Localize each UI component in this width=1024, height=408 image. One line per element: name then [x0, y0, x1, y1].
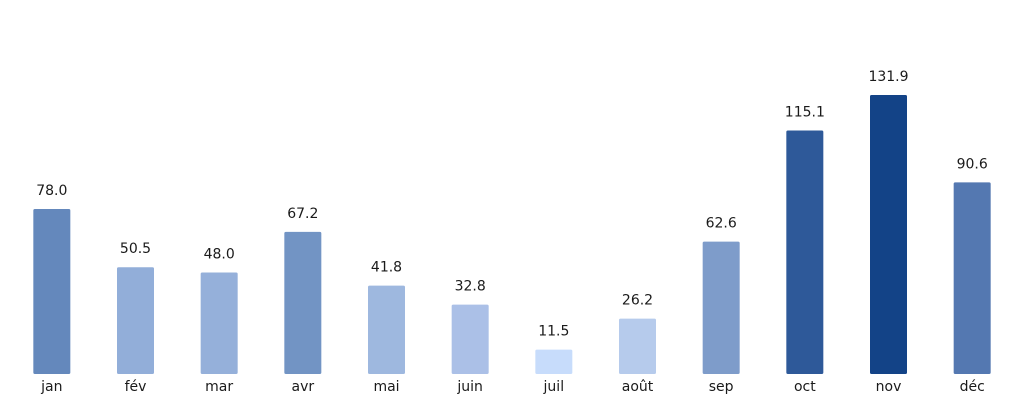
- bar-nov: [870, 95, 907, 374]
- x-tick-label-sep: sep: [709, 379, 734, 395]
- bar-oct: [786, 130, 824, 374]
- value-label-mai: 41.8: [371, 260, 402, 276]
- x-tick-label-oct: oct: [794, 379, 816, 395]
- value-label-juin: 32.8: [455, 279, 486, 295]
- value-label-juil: 11.5: [538, 324, 569, 340]
- bar-mai: [368, 285, 405, 374]
- x-tick-label-jan: jan: [40, 379, 62, 395]
- bar-avr: [284, 231, 322, 374]
- bar-fév: [117, 267, 154, 374]
- x-tick-label-fév: fév: [125, 379, 147, 395]
- x-tick-label-déc: déc: [960, 379, 985, 395]
- bar-juil: [535, 349, 573, 374]
- x-tick-label-juin: juin: [456, 379, 483, 395]
- x-tick-label-mar: mar: [205, 379, 233, 395]
- value-label-août: 26.2: [622, 293, 653, 309]
- x-axis-tick-labels: jan fév mar avr mai juin juil août sep oct nov déc: [40, 379, 985, 395]
- bar-jan: [33, 209, 71, 374]
- bar-août: [619, 318, 656, 374]
- x-tick-label-nov: nov: [876, 379, 902, 395]
- bar-mar: [200, 272, 238, 374]
- value-label-nov: 131.9: [868, 69, 908, 85]
- value-label-jan: 78.0: [36, 183, 67, 199]
- x-tick-label-mai: mai: [373, 379, 399, 395]
- x-tick-label-août: août: [622, 379, 654, 395]
- value-label-déc: 90.6: [957, 156, 988, 172]
- value-label-sep: 62.6: [706, 216, 737, 232]
- value-label-avr: 67.2: [287, 206, 318, 222]
- bar-juin: [451, 304, 489, 374]
- x-tick-label-juil: juil: [543, 379, 565, 395]
- bar-sep: [702, 241, 740, 374]
- x-tick-label-avr: avr: [292, 379, 315, 395]
- value-label-mar: 48.0: [204, 246, 235, 262]
- bars-layer: [33, 95, 991, 374]
- bar-déc: [953, 182, 991, 374]
- value-label-oct: 115.1: [785, 105, 825, 121]
- value-label-fév: 50.5: [120, 241, 151, 257]
- value-labels-layer: 78.0 50.5 48.0 67.2 41.8 32.8 11.5 26.2 62.6 115.…: [36, 69, 988, 340]
